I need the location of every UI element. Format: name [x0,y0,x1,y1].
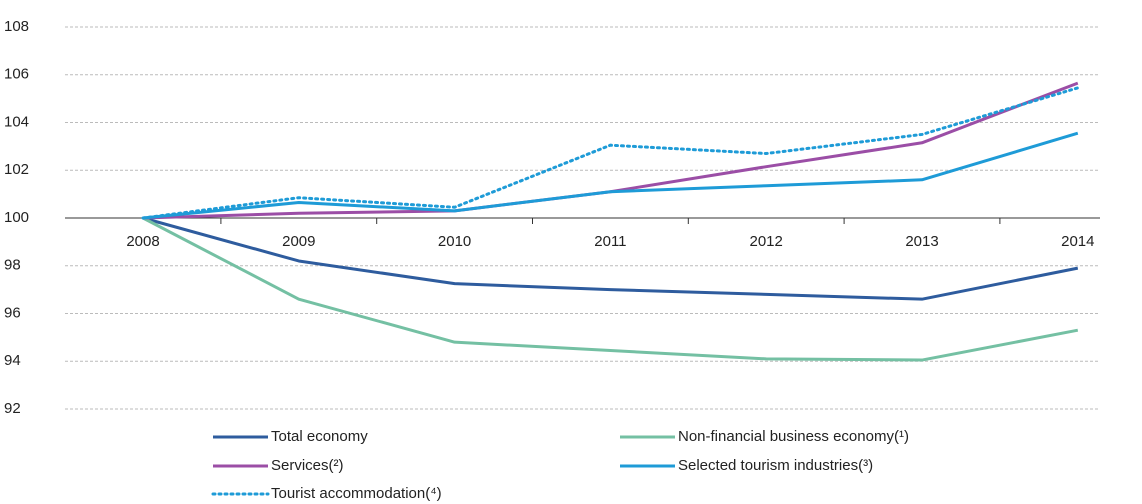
y-tick-label: 94 [4,352,21,369]
y-tick-label: 92 [4,400,21,417]
x-tick-label: 2009 [282,233,315,250]
y-tick-label: 106 [4,66,29,83]
y-tick-label: 102 [4,161,29,178]
y-tick-label: 98 [4,257,21,274]
y-tick-label: 104 [4,113,29,130]
x-tick-label: 2012 [750,233,783,250]
series-line [141,86,1080,220]
x-tick-label: 2011 [594,233,626,250]
x-tick-label: 2008 [126,233,159,250]
y-tick-label: 96 [4,304,21,321]
series-line [142,131,1079,220]
series-line [142,216,1079,301]
y-tick-label: 100 [4,209,29,226]
y-tick-label: 108 [4,18,29,35]
legend-label: Selected tourism industries(³) [678,457,873,474]
legend-label: Total economy [271,428,368,445]
legend-label: Services(²) [271,457,344,474]
x-tick-label: 2010 [438,233,471,250]
series-line [142,81,1079,220]
legend-label: Tourist accommodation(⁴) [271,485,442,502]
x-tick-label: 2014 [1061,233,1094,250]
x-tick-label: 2013 [905,233,938,250]
legend-label: Non-financial business economy(¹) [678,428,909,445]
series-line [142,216,1079,362]
